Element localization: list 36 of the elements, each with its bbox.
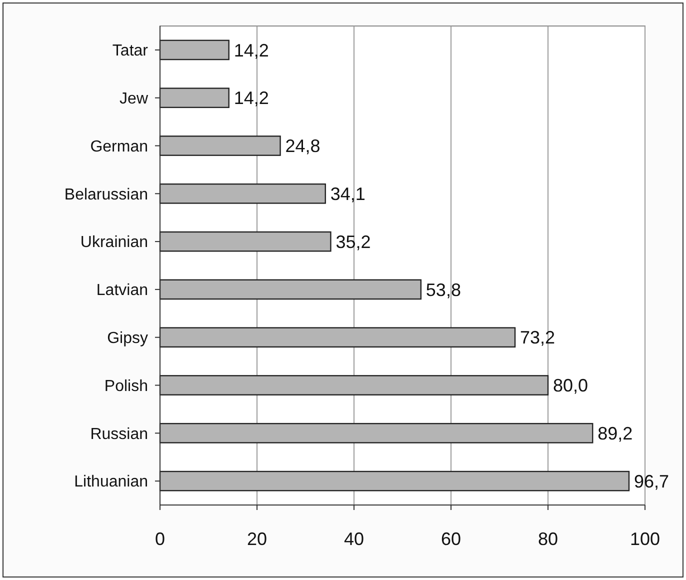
x-tick-label: 0 [154,529,166,549]
y-tick-label: Gipsy [107,330,148,347]
bar [159,470,630,492]
x-tick-label: 40 [344,529,364,549]
bar [159,279,422,300]
data-label: 14,2 [234,88,269,108]
y-tick-label: Russian [90,426,148,443]
x-tick-label: 20 [246,529,268,549]
bar [159,88,230,108]
data-label: 35,2 [336,232,371,252]
y-tick-label: Lithuanian [74,474,148,491]
data-label: 89,2 [598,423,633,444]
data-label: 80,0 [553,376,588,396]
bar [159,136,281,156]
y-tick-label: Polish [104,378,148,395]
data-label: 73,2 [520,328,556,348]
x-tick-label: 80 [538,529,558,549]
x-tick-label: 100 [630,529,660,549]
data-label: 96,7 [634,471,670,492]
bar [159,422,594,444]
bar [159,327,516,348]
y-tick-label: Latvian [96,282,148,300]
data-label: 24,8 [285,136,320,156]
data-label: 34,1 [330,184,366,204]
bar [159,40,230,60]
x-tick-label: 60 [440,529,462,549]
bar [159,375,549,396]
bar [159,183,326,204]
y-tick-label: Belarussian [64,186,148,204]
y-tick-label: Ukrainian [80,234,148,252]
y-tick-label: German [90,138,148,156]
y-tick-label: Jew [120,90,148,108]
data-label: 53,8 [426,280,461,300]
y-tick-label: Tatar [112,42,149,60]
data-label: 14,2 [234,40,269,60]
bar [159,231,332,252]
